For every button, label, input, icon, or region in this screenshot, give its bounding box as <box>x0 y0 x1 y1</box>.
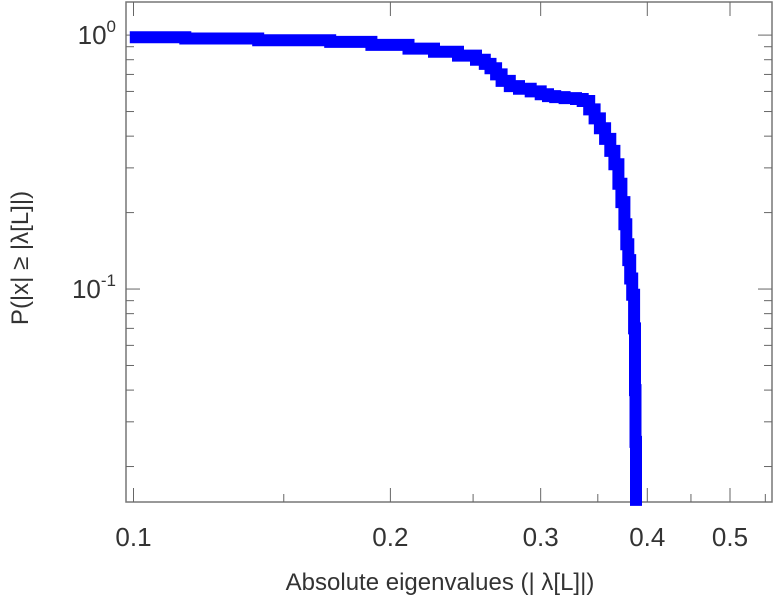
y-tick-exponent: -1 <box>101 271 116 290</box>
y-tick-exponent: 0 <box>107 17 116 36</box>
x-tick-label: 0.1 <box>115 522 151 552</box>
x-tick-label: 0.4 <box>629 522 665 552</box>
y-tick-label: 100 <box>78 17 116 50</box>
y-tick-base: 10 <box>78 20 107 50</box>
plot-frame <box>125 1 773 503</box>
x-axis-title: Absolute eigenvalues (| λ[L]|) <box>286 569 595 596</box>
x-tick-label: 0.3 <box>523 522 559 552</box>
series-layer <box>129 31 642 506</box>
x-axis-ticks: 0.1 0.2 0.3 0.4 0.5 <box>115 2 766 552</box>
y-minor-ticks <box>126 46 772 468</box>
y-axis-title: P(|x| ≥ |λ[L]|) <box>7 191 34 325</box>
x-tick-label: 0.2 <box>372 522 408 552</box>
y-tick-label: 10-1 <box>72 271 116 304</box>
x-tick-label: 0.5 <box>712 522 748 552</box>
series-line <box>129 31 642 506</box>
y-tick-base: 10 <box>72 274 101 304</box>
